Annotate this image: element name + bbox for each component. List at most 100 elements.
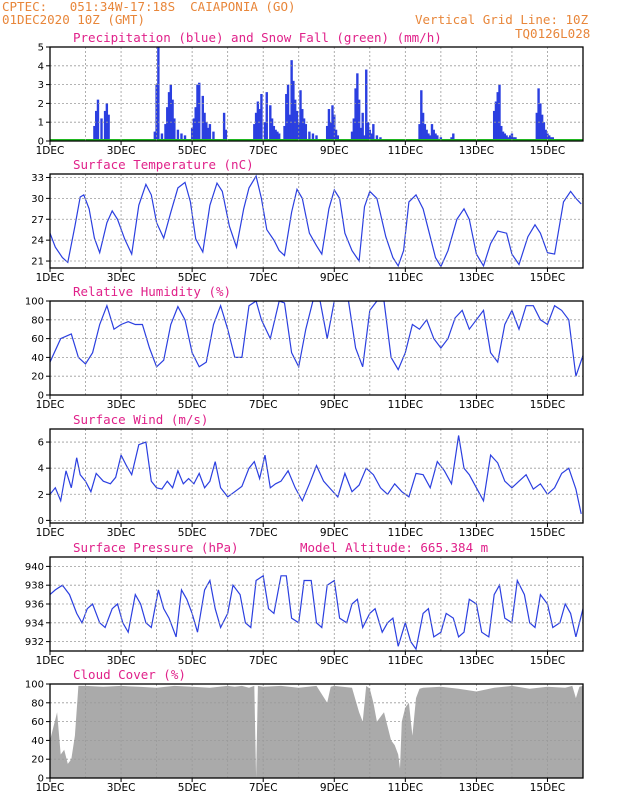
panel-temp: Surface Temperature (nC) 21 24 27 30 33 1DEC 3D… (31, 157, 584, 284)
precip-bar (434, 133, 437, 141)
y-tick-label: 21 (31, 257, 44, 268)
precip-bar (329, 122, 332, 141)
x-tick-label: 15DEC (530, 527, 565, 539)
precip-bar (164, 124, 167, 141)
x-tick-label: 5DEC (178, 655, 207, 667)
y-tick-label: 1 (38, 118, 44, 129)
x-tick-label: 11DEC (388, 655, 423, 667)
y-tick-label: 2 (38, 99, 44, 110)
precip-bar (263, 122, 267, 141)
y-tick-label: 20 (31, 372, 44, 383)
precip-bar (285, 94, 288, 141)
precip-bar (192, 118, 196, 141)
x-tick-label: 3DEC (107, 399, 136, 411)
x-tick-label: 1DEC (36, 272, 65, 284)
precip-bar (315, 135, 318, 141)
plot-area-wind (50, 435, 582, 515)
precip-bar (372, 124, 375, 141)
x-tick-label: 7DEC (249, 272, 278, 284)
precip-bar (100, 118, 103, 141)
x-tick-label: 3DEC (107, 527, 136, 539)
precip-bar (363, 135, 366, 141)
precip-bar (94, 110, 98, 141)
x-tick-label: 5DEC (178, 145, 207, 157)
header-line2: 01DEC2020 10Z (GMT) (2, 12, 145, 27)
panel-frame (49, 300, 584, 396)
x-tick-label: 1DEC (36, 399, 65, 411)
x-tick-label: 5DEC (178, 782, 207, 794)
panel-wind: Surface Wind (m/s) 0 2 4 6 1DEC 3DEC 5DEC 7DEC 9D… (36, 412, 584, 539)
precip-bar (166, 107, 169, 141)
x-tick-label: 15DEC (530, 399, 565, 411)
precip-bar (292, 80, 295, 141)
y-tick-label: 20 (31, 755, 44, 766)
x-tick-label: 5DEC (178, 272, 207, 284)
precip-bar (205, 122, 208, 141)
y-tick-label: 2 (38, 490, 44, 501)
y-tick-label: 24 (31, 236, 44, 247)
x-tick-label: 15DEC (530, 145, 565, 157)
panel-title-temp: Surface Temperature (nC) (73, 157, 254, 172)
y-tick-label: 934 (25, 618, 44, 629)
precip-bar (492, 110, 496, 141)
precip-bar (196, 84, 199, 141)
precip-bar (375, 135, 379, 141)
precip-bar (293, 99, 297, 141)
precip-bar (370, 133, 373, 141)
x-tick-label: 11DEC (388, 145, 423, 157)
panel-title-wind: Surface Wind (m/s) (73, 412, 208, 427)
x-tick-label: 9DEC (320, 272, 349, 284)
x-tick-label: 3DEC (107, 782, 136, 794)
precip-bar (272, 125, 276, 141)
precip-bar (183, 135, 187, 141)
x-tick-label: 3DEC (107, 272, 136, 284)
x-tick-label: 13DEC (459, 782, 494, 794)
y-tick-label: 30 (31, 194, 44, 205)
precip-bar (206, 127, 210, 141)
precip-bar (169, 84, 173, 141)
precip-bar (283, 125, 286, 141)
plot-area-pres (50, 574, 583, 651)
x-tick-label: 13DEC (459, 272, 494, 284)
y-tick-label: 80 (31, 315, 44, 326)
precip-bar (366, 122, 370, 141)
x-tick-label: 11DEC (388, 782, 423, 794)
plot-area-temp (50, 174, 582, 268)
panel-frame (49, 173, 584, 269)
precip-bar (190, 127, 194, 141)
precip-bar (304, 124, 308, 141)
precip-bar (436, 135, 439, 141)
precip-bar (260, 94, 263, 141)
precip-bar (194, 107, 197, 141)
x-tick-label: 13DEC (459, 655, 494, 667)
panel-precip: Precipitation (blue) and Snow Fall (gree… (36, 30, 584, 157)
y-tick-label: 6 (38, 438, 44, 449)
precip-bar (365, 69, 368, 141)
y-tick-label: 4 (38, 464, 44, 475)
x-tick-label: 7DEC (249, 527, 278, 539)
y-tick-label: 40 (31, 736, 44, 747)
precip-bar (103, 110, 107, 141)
precip-bar (167, 92, 171, 141)
x-tick-label: 7DEC (249, 782, 278, 794)
precip-bar (505, 135, 508, 141)
y-tick-label: 940 (25, 562, 44, 573)
panel-frame (49, 683, 584, 779)
precip-bar (157, 47, 160, 141)
panel-title-precip: Precipitation (blue) and Snow Fall (gree… (73, 30, 442, 45)
panel-title-cloud: Cloud Cover (%) (73, 667, 186, 682)
precip-bar (361, 112, 364, 141)
precip-bar (420, 90, 423, 141)
x-tick-label: 9DEC (320, 655, 349, 667)
precip-bar (508, 135, 512, 141)
y-tick-label: 0 (38, 137, 44, 148)
x-tick-label: 13DEC (459, 399, 494, 411)
x-tick-label: 1DEC (36, 782, 65, 794)
precip-bar (277, 133, 281, 141)
precip-bar (269, 105, 272, 141)
precip-bar (331, 105, 334, 141)
y-tick-label: 4 (38, 61, 44, 72)
x-tick-label: 1DEC (36, 527, 65, 539)
y-tick-label: 936 (25, 600, 44, 611)
